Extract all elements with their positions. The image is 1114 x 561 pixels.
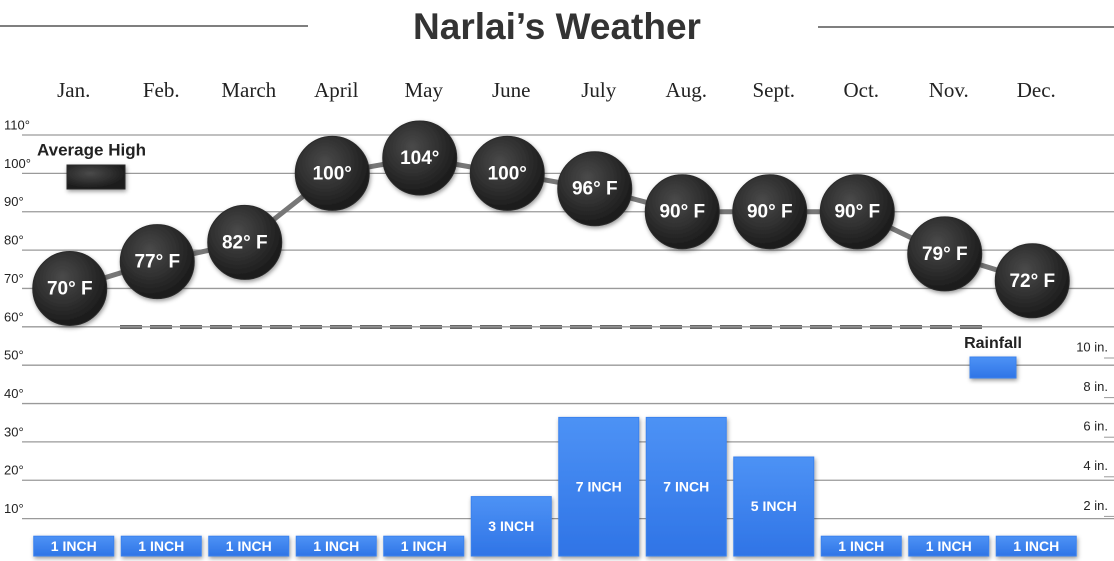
x-tick-label: July: [581, 78, 617, 102]
y-tick-label: 100°: [4, 156, 31, 171]
y-tick-label: 90°: [4, 194, 24, 209]
bar-label: 7 INCH: [576, 478, 622, 494]
point: [644, 174, 720, 250]
point: [994, 243, 1070, 319]
bar: [733, 456, 815, 557]
x-tick-label: Aug.: [666, 78, 707, 102]
x-tick-label: Jan.: [57, 78, 90, 102]
x-tick-label: Sept.: [752, 78, 795, 102]
y-tick-label: 80°: [4, 233, 24, 248]
y-tick-label: 70°: [4, 271, 24, 286]
point-label: 100°: [313, 163, 352, 184]
y-tick-label: 110°: [4, 117, 30, 132]
point: [294, 135, 370, 211]
x-tick-label: Dec.: [1017, 78, 1056, 102]
chart-title: Narlai’s Weather: [413, 6, 701, 47]
point: [382, 120, 458, 196]
bar-label: 5 INCH: [751, 498, 797, 514]
legend-swatch: [969, 356, 1017, 379]
point: [469, 135, 545, 211]
y-tick-label: 50°: [4, 348, 24, 363]
point-label: 90° F: [659, 202, 705, 223]
point: [32, 250, 108, 326]
legend-label: Rainfall: [964, 335, 1022, 352]
point: [557, 151, 633, 227]
bar: [558, 416, 640, 557]
y-tick-label: 40°: [4, 386, 24, 401]
point: [907, 216, 983, 292]
point-label: 90° F: [834, 202, 880, 223]
bar: [383, 535, 465, 557]
point: [819, 174, 895, 250]
y2-tick-label: 4 in.: [1083, 458, 1108, 473]
bar-label: 1 INCH: [226, 538, 272, 554]
point: [207, 204, 283, 280]
bar: [645, 416, 727, 557]
bar-label: 1 INCH: [1013, 538, 1059, 554]
bar: [908, 535, 990, 557]
bar-label: 7 INCH: [663, 478, 709, 494]
bar-label: 1 INCH: [401, 538, 447, 554]
y-tick-label: 10°: [4, 501, 24, 516]
bar: [820, 535, 902, 557]
bar-label: 1 INCH: [51, 538, 97, 554]
bar-label: 1 INCH: [138, 538, 184, 554]
point-label: 90° F: [747, 202, 793, 223]
bar-label: 1 INCH: [926, 538, 972, 554]
bar: [208, 535, 290, 557]
x-tick-label: April: [314, 78, 358, 102]
x-tick-label: Feb.: [143, 78, 180, 102]
bar: [120, 535, 202, 557]
y-tick-label: 60°: [4, 309, 24, 324]
point: [119, 224, 195, 300]
y2-tick-label: 10 in.: [1076, 339, 1108, 354]
bar-label: 3 INCH: [488, 518, 534, 534]
bar: [295, 535, 377, 557]
y-tick-label: 30°: [4, 424, 24, 439]
point-label: 104°: [400, 148, 439, 169]
bar: [470, 496, 552, 557]
point-label: 96° F: [572, 179, 618, 200]
x-tick-label: Nov.: [929, 78, 969, 102]
x-tick-label: March: [221, 78, 276, 102]
point-label: 77° F: [134, 252, 180, 273]
bar-label: 1 INCH: [838, 538, 884, 554]
bar: [995, 535, 1077, 557]
x-tick-label: May: [405, 78, 444, 102]
point-label: 72° F: [1009, 271, 1055, 292]
bar: [33, 535, 115, 557]
legend-label: Average High: [37, 140, 146, 159]
y-tick-label: 20°: [4, 463, 24, 478]
point-label: 70° F: [47, 278, 93, 299]
point-label: 79° F: [922, 244, 968, 265]
point-label: 82° F: [222, 232, 268, 253]
x-tick-label: Oct.: [843, 78, 879, 102]
y2-tick-label: 2 in.: [1083, 498, 1108, 513]
point: [732, 174, 808, 250]
y2-tick-label: 8 in.: [1083, 379, 1108, 394]
bar-label: 1 INCH: [313, 538, 359, 554]
y2-tick-label: 6 in.: [1083, 419, 1108, 434]
legend-swatch: [66, 164, 126, 190]
point-label: 100°: [488, 163, 527, 184]
x-tick-label: June: [492, 78, 531, 102]
